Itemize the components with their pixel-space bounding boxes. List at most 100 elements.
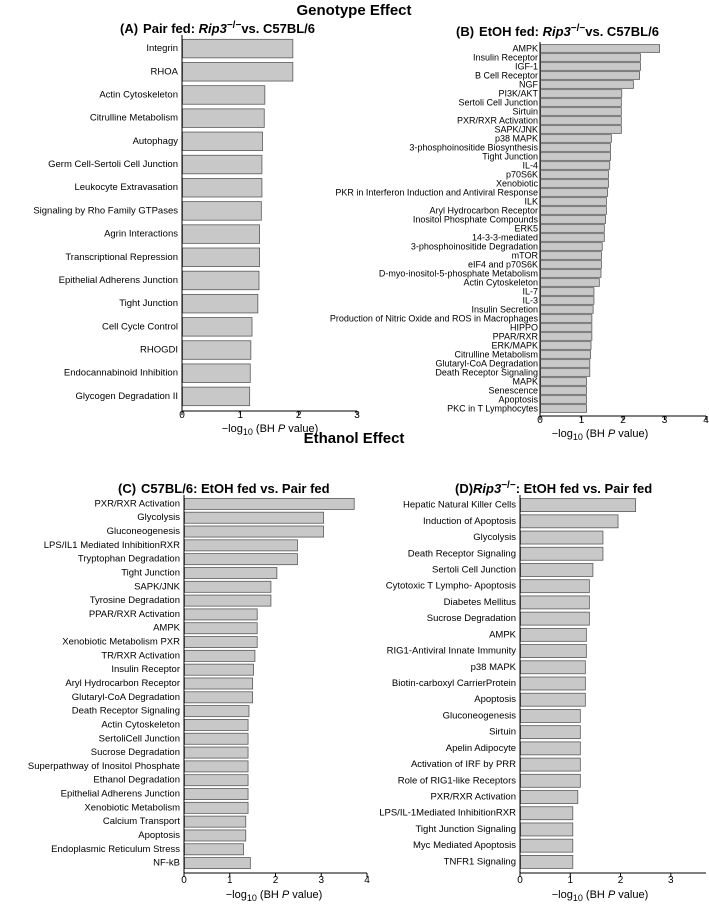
panel-c-bar: [184, 801, 249, 814]
panel-b-bar: [540, 170, 609, 179]
panel-b-category-label: PPAR/RXR: [493, 332, 539, 342]
panel-c-category-label: PXR/RXR Activation: [94, 498, 180, 509]
panel-d-tick-label: 1: [567, 875, 573, 886]
panel-d-chart: (D)Rip3−/−: EtOH fed vs. Pair fed Hepatic…: [379, 480, 706, 903]
panel-d-title: (D)Rip3−/−: EtOH fed vs. Pair fed: [455, 480, 652, 496]
panel-c-tick-label: 1: [227, 875, 233, 886]
panel-b-title-genotype: Rip3: [543, 24, 572, 39]
panel-a-category-label: Autophagy: [133, 136, 179, 147]
panel-d-bar: [520, 855, 574, 869]
panel-d-category-label: TNFR1 Signaling: [444, 856, 516, 867]
panel-c-category-label: Sucrose Degradation: [91, 747, 180, 758]
panel-b-bar: [540, 134, 612, 143]
panel-a-chart: (A) Pair fed: Rip3−/−vs. C57BL/6 Integrin R…: [33, 20, 360, 437]
panel-a-bar: [182, 131, 263, 152]
panel-c-bar: [184, 567, 278, 579]
panel-a-bar: [182, 293, 259, 314]
panel-b-category-label: NGF: [519, 80, 539, 90]
panel-b-category-label: Xenobiotic: [496, 179, 539, 189]
panel-c-x-axis-title: −log10 (BH P value): [226, 889, 323, 903]
panel-d-bar: [520, 822, 574, 837]
panel-a-title: (A) Pair fed: Rip3−/−vs. C57BL/6: [120, 20, 315, 36]
panel-c-category-label: LPS/IL1 Mediated InhibitionRXR: [44, 540, 180, 551]
panel-b-category-label: PKC in T Lymphocytes: [447, 404, 538, 414]
panel-c-letter: (C): [118, 481, 136, 496]
panel-d-bar: [520, 790, 579, 804]
panel-c-bar: [184, 719, 249, 731]
panel-b-chart: (B) EtOH fed: Rip3−/−vs. C57BL/6AMPKInsul…: [330, 23, 709, 442]
panel-d-bar: [520, 676, 586, 691]
panel-b-bar: [540, 53, 641, 62]
panel-b-bar: [540, 332, 593, 341]
panel-a-bar: [182, 247, 260, 267]
panel-b-category-label: Production of Nitric Oxide and ROS in Ma…: [330, 314, 539, 324]
panel-d-category-label: Death Receptor Signaling: [408, 548, 516, 559]
panel-b-category-label: Insulin Secretion: [471, 305, 538, 315]
panel-a-bar: [182, 154, 263, 175]
panel-b-category-label: eIF4 and p70S6K: [468, 260, 538, 270]
panel-b-category-label: D-myo-inositol-5-phosphate Metabolism: [379, 269, 538, 279]
panel-c-bar: [184, 774, 249, 787]
panel-b-bar: [540, 80, 634, 89]
panel-b-bar: [540, 125, 622, 134]
panel-c-category-label: Tryptophan Degradation: [78, 554, 180, 565]
panel-b-bar: [540, 287, 595, 296]
panel-b-category-label: PKR in Interferon Induction and Antivira…: [335, 188, 538, 198]
panel-d-bar: [520, 595, 590, 610]
panel-c-title: (C) C57BL/6: EtOH fed vs. Pair fed: [118, 481, 330, 496]
panel-a-category-label: Citrulline Metabolism: [90, 113, 178, 124]
panel-c-category-label: SAPK/JNK: [134, 581, 181, 592]
panel-c-category-label: Calcium Transport: [103, 816, 180, 827]
panel-d-bar: [520, 741, 581, 756]
panel-b-category-label: Tight Junction: [482, 152, 538, 162]
panel-b-category-label: Senescence: [488, 386, 538, 396]
panel-b-category-label: Actin Cytoskeleton: [463, 278, 538, 288]
panel-b-bar: [540, 395, 587, 404]
panel-d-bar: [520, 530, 604, 545]
panel-b-category-label: PI3K/AKT: [498, 89, 538, 99]
genotype-effect-title: Genotype Effect: [296, 2, 411, 19]
panel-d-category-label: Apoptosis: [474, 694, 516, 705]
panel-d-category-label: Role of RIG1-like Receptors: [398, 775, 517, 786]
panel-b-category-label: Aryl Hydrocarbon Receptor: [429, 206, 538, 216]
panel-d-category-label: Activation of IRF by PRR: [411, 759, 516, 770]
panel-c-category-label: Actin Cytoskeleton: [101, 719, 180, 730]
panel-d-bar: [520, 498, 637, 512]
panel-c-category-label: Apoptosis: [138, 830, 180, 841]
panel-a-category-label: Cell Cycle Control: [102, 321, 178, 332]
panel-d-category-label: LPS/IL-1Mediated InhibitionRXR: [379, 808, 516, 819]
panel-c-bar: [184, 815, 247, 828]
panel-a-bar: [182, 178, 263, 198]
panel-c-category-label: Ethanol Degradation: [93, 775, 180, 786]
panel-b-category-label: 3-phosphoinositide Degradation: [411, 242, 538, 252]
panel-d-bar: [520, 563, 594, 577]
panel-a-x-axis-title: −log10 (BH P value): [222, 423, 319, 437]
panel-c-bar: [184, 608, 258, 621]
panel-d-tick-label: 3: [668, 875, 674, 886]
ethanol-effect-title: Ethanol Effect: [304, 430, 405, 447]
panel-d-bar: [520, 611, 590, 626]
panel-b-bar: [540, 215, 606, 224]
panel-b-bar: [540, 98, 622, 107]
panel-b-bar: [540, 296, 595, 305]
panel-d-category-label: p38 MAPK: [471, 662, 517, 673]
panel-a-category-label: Tight Junction: [119, 298, 178, 309]
panel-d-bar: [520, 546, 604, 561]
panel-d-bar: [520, 514, 619, 529]
panel-a-bar: [182, 270, 260, 291]
panel-d-category-label: Sertoli Cell Junction: [432, 564, 516, 575]
panel-b-category-label: 3-phosphoinositide Biosynthesis: [409, 143, 538, 153]
panel-d-category-label: Sirtuin: [489, 727, 516, 738]
panel-b-x-axis-title: −log10 (BH P value): [552, 428, 649, 442]
panel-a-bar: [182, 85, 266, 105]
panel-b-category-label: SAPK/JNK: [494, 125, 538, 135]
panel-d-bar: [520, 692, 586, 707]
panel-c-category-label: Epithelial Adherens Junction: [61, 789, 180, 800]
panel-b-bar: [540, 233, 605, 242]
panel-b-category-label: IL-3: [522, 296, 538, 306]
panel-d-category-label: Myc Mediated Apoptosis: [413, 840, 516, 851]
panel-b-category-label: mTOR: [512, 251, 539, 261]
panel-a-bar: [182, 224, 260, 244]
panel-d-bar: [520, 725, 581, 740]
